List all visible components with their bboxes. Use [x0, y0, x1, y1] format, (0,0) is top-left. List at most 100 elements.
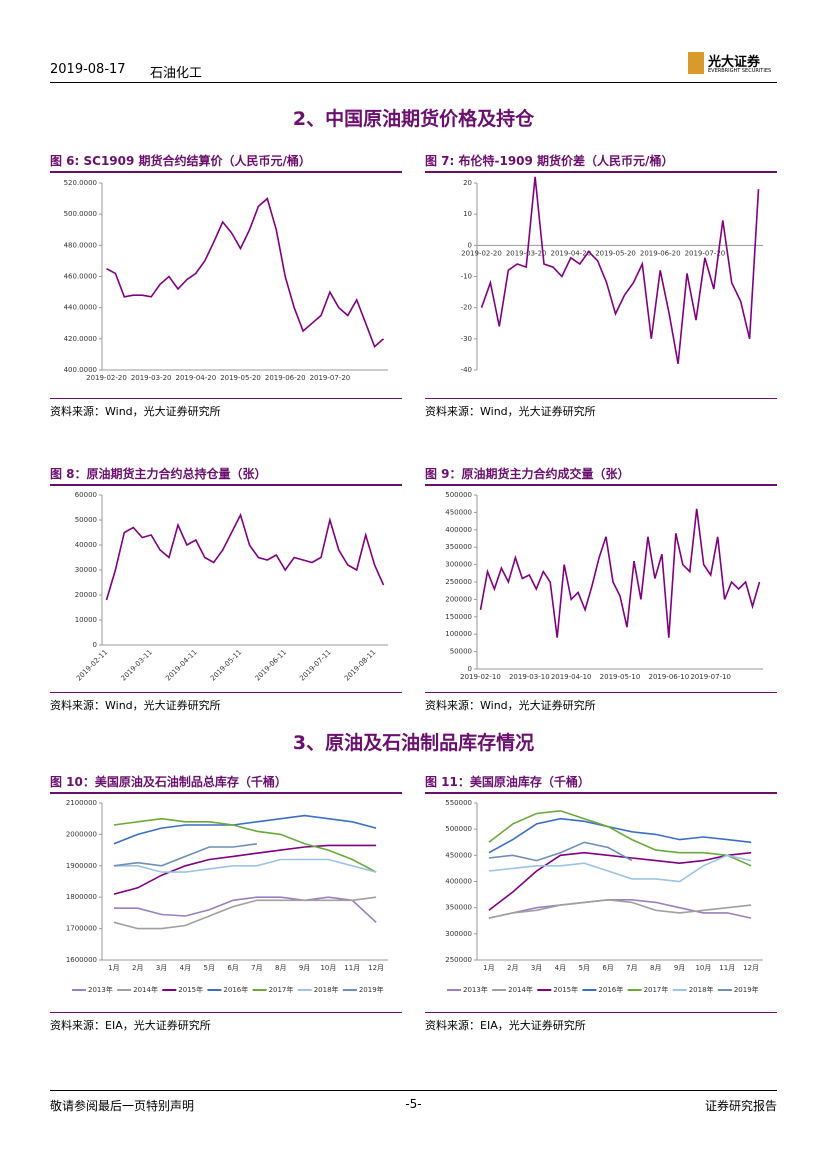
x-tick-label: 10月 [320, 964, 336, 972]
x-tick-label: 2019-02-20 [461, 249, 502, 257]
x-tick-label: 2019-07-10 [690, 673, 731, 681]
y-tick-label: 2100000 [66, 799, 97, 807]
x-tick-label: 7月 [626, 964, 637, 972]
series-line [488, 854, 752, 883]
series-line [113, 896, 377, 923]
x-tick-label: 2019-03-20 [131, 374, 172, 382]
series-line [113, 844, 377, 895]
x-tick-label: 2019-06-11 [254, 648, 288, 682]
legend-label: 2016年 [598, 985, 623, 994]
legend-label: 2016年 [223, 985, 248, 994]
x-tick-label: 4月 [180, 964, 191, 972]
x-tick-label: 2019-06-10 [648, 673, 689, 681]
series-line [488, 809, 752, 867]
x-tick-label: 2019-03-20 [506, 249, 547, 257]
footer-right: 证券研究报告 [704, 1099, 777, 1113]
x-tick-label: 2019-04-11 [164, 648, 198, 682]
x-tick-label: 2019-06-20 [640, 249, 681, 257]
series-line [480, 176, 760, 364]
legend-label: 2015年 [178, 985, 203, 994]
y-tick-label: 400000 [445, 878, 472, 886]
y-tick-label: -30 [461, 335, 472, 343]
y-tick-label: 500.0000 [64, 210, 97, 218]
x-tick-label: 6月 [227, 964, 238, 972]
footer-rule [50, 1090, 777, 1091]
x-tick-label: 2019-03-11 [120, 648, 154, 682]
y-tick-label: 400000 [445, 526, 472, 534]
x-tick-label: 11月 [344, 964, 360, 972]
page-number: -5- [405, 1097, 422, 1111]
x-tick-label: 2019-08-11 [343, 648, 377, 682]
y-tick-label: 10000 [75, 616, 97, 624]
figure-title: 图 6: SC1909 期货合约结算价（人民币元/桶） [50, 152, 402, 173]
x-tick-label: 8月 [275, 964, 286, 972]
y-tick-label: 20 [463, 179, 472, 187]
y-tick-label: 20000 [75, 591, 97, 599]
y-tick-label: 50000 [75, 516, 97, 524]
x-tick-label: 6月 [602, 964, 613, 972]
x-tick-label: 2019-07-20 [310, 374, 351, 382]
y-tick-label: 1700000 [66, 925, 97, 933]
x-tick-label: 2月 [507, 964, 518, 972]
y-tick-label: 2000000 [66, 830, 97, 838]
x-tick-label: 7月 [251, 964, 262, 972]
figure-title: 图 11：美国原油库存（千桶） [425, 773, 777, 794]
y-tick-label: 0 [468, 241, 472, 249]
series-line [488, 817, 752, 854]
x-tick-label: 1月 [483, 964, 494, 972]
series-line [105, 512, 385, 601]
legend-label: 2014年 [508, 985, 533, 994]
legend-label: 2019年 [734, 985, 759, 994]
y-tick-label: 500000 [445, 825, 472, 833]
y-tick-label: -10 [461, 273, 472, 281]
x-tick-label: 5月 [204, 964, 215, 972]
figure-source: 资料来源：Wind，光大证券研究所 [50, 692, 402, 713]
y-tick-label: 350000 [445, 904, 472, 912]
legend-label: 2017年 [644, 985, 669, 994]
figure-title: 图 7: 布伦特-1909 期货价差（人民币元/桶） [425, 152, 777, 173]
x-tick-label: 12月 [743, 964, 759, 972]
y-tick-label: 440.0000 [64, 304, 97, 312]
y-tick-label: 100000 [445, 630, 472, 638]
legend-label: 2019年 [359, 985, 384, 994]
y-tick-label: 460.0000 [64, 273, 97, 281]
chart: -40 -30 -20 -10 0 10 20 2019-02-20 2019-03-20 201… [461, 176, 763, 374]
series-line [488, 899, 752, 919]
legend-label: 2015年 [553, 985, 578, 994]
y-tick-label: 1900000 [66, 862, 97, 870]
chart: 0 50000 100000 150000 200000 250000 300000 3500… [445, 491, 763, 681]
legend-label: 2018年 [314, 985, 339, 994]
y-tick-label: 350000 [445, 543, 472, 551]
x-tick-label: 2019-04-20 [551, 249, 592, 257]
x-tick-label: 12月 [368, 964, 384, 972]
y-tick-label: 450000 [445, 508, 472, 516]
x-tick-label: 2019-03-10 [509, 673, 550, 681]
x-tick-label: 2019-05-10 [600, 673, 641, 681]
legend-label: 2014年 [133, 985, 158, 994]
y-tick-label: 150000 [445, 613, 472, 621]
sector: 石油化工 [150, 66, 203, 81]
series-line [113, 843, 258, 867]
y-tick-label: 250000 [445, 956, 472, 964]
section-title: 2、中国原油期货价格及持仓 [292, 108, 535, 130]
x-tick-label: 2019-05-20 [220, 374, 261, 382]
figure-title: 图 9：原油期货主力合约成交量（张） [425, 465, 777, 486]
y-tick-label: 10 [463, 210, 472, 218]
y-tick-label: 1800000 [66, 893, 97, 901]
y-tick-label: 40000 [75, 541, 97, 549]
x-tick-label: 2019-02-10 [460, 673, 501, 681]
x-tick-label: 3月 [156, 964, 167, 972]
y-tick-label: 500000 [445, 491, 472, 499]
figure-source: 资料来源：EIA，光大证券研究所 [50, 1012, 402, 1033]
series-line [113, 814, 377, 845]
x-tick-label: 4月 [555, 964, 566, 972]
legend-label: 2013年 [88, 985, 113, 994]
x-tick-label: 9月 [674, 964, 685, 972]
y-tick-label: 30000 [75, 566, 97, 574]
x-tick-label: 10月 [695, 964, 711, 972]
x-tick-label: 2019-05-11 [209, 648, 243, 682]
figure-source: 资料来源：Wind，光大证券研究所 [50, 398, 402, 419]
y-tick-label: 450000 [445, 851, 472, 859]
figure-source: 资料来源：Wind，光大证券研究所 [425, 398, 777, 419]
y-tick-label: 480.0000 [64, 241, 97, 249]
